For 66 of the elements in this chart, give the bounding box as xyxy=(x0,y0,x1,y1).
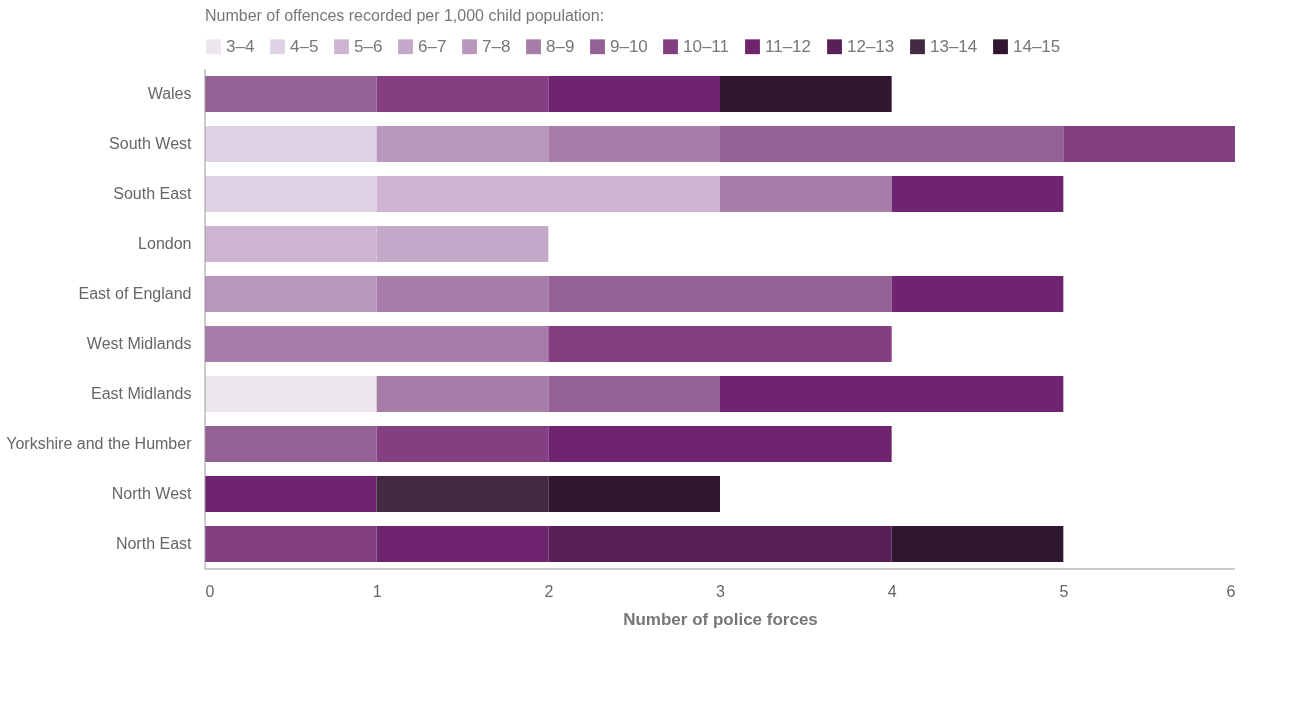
legend-label: 6–7 xyxy=(418,36,447,56)
bar xyxy=(720,126,1064,162)
y-tick-label: West Midlands xyxy=(86,335,192,352)
bar xyxy=(205,426,377,462)
legend-label: 11–12 xyxy=(765,36,812,56)
legend-label: 12–13 xyxy=(847,36,895,56)
legend-label: 5–6 xyxy=(354,36,383,56)
bar xyxy=(376,376,549,412)
bar xyxy=(376,526,549,562)
bar xyxy=(548,276,892,312)
bar xyxy=(548,126,720,162)
legend-label: 8–9 xyxy=(546,36,575,56)
bar xyxy=(205,176,377,212)
x-tick-label: 5 xyxy=(1059,582,1069,600)
x-tick-label: 4 xyxy=(887,582,897,600)
y-tick-label: North West xyxy=(111,485,193,502)
bar xyxy=(720,376,1064,412)
bar xyxy=(548,376,720,412)
legend-label: 9–10 xyxy=(610,36,648,56)
y-tick-label: Wales xyxy=(147,85,192,102)
x-tick-label: 3 xyxy=(716,582,726,600)
legend-label: 10–11 xyxy=(683,36,730,56)
y-tick-label: London xyxy=(138,235,192,252)
x-tick-label: 1 xyxy=(372,582,382,600)
bar xyxy=(548,76,720,112)
bar xyxy=(205,476,377,512)
bar xyxy=(205,326,549,362)
y-tick-label: South West xyxy=(109,135,193,152)
x-tick-label: 0 xyxy=(205,582,215,600)
bar xyxy=(720,76,892,112)
bar xyxy=(205,126,377,162)
legend-label: 4–5 xyxy=(290,36,319,56)
y-tick-label: South East xyxy=(113,185,193,202)
bar xyxy=(376,476,549,512)
legend-title: Number of offences recorded per 1,000 child population: xyxy=(205,7,605,24)
y-tick-label: East Midlands xyxy=(91,385,192,402)
y-tick-label: Yorkshire and the Humber xyxy=(6,435,193,452)
bar xyxy=(205,526,377,562)
x-axis-title: Number of police forces xyxy=(623,609,818,629)
bar xyxy=(205,226,377,262)
x-tick-label: 2 xyxy=(544,582,554,600)
bar xyxy=(376,276,549,312)
legend-label: 14–15 xyxy=(1013,36,1061,56)
bar xyxy=(376,226,549,262)
bar xyxy=(376,126,549,162)
bar xyxy=(891,526,1064,562)
bar xyxy=(205,276,377,312)
legend-label: 3–4 xyxy=(226,36,255,56)
bar xyxy=(891,176,1064,212)
bar xyxy=(720,176,892,212)
bar xyxy=(548,526,892,562)
bar xyxy=(548,476,720,512)
bar xyxy=(376,426,549,462)
legend-label: 7–8 xyxy=(482,36,511,56)
bar xyxy=(205,76,377,112)
bar xyxy=(205,376,377,412)
bar xyxy=(891,276,1064,312)
y-tick-label: East of England xyxy=(78,285,192,302)
bar xyxy=(376,76,549,112)
bar xyxy=(548,326,892,362)
bar xyxy=(1063,126,1235,162)
y-tick-label: North East xyxy=(115,535,193,552)
bar xyxy=(376,176,720,212)
bar xyxy=(548,426,892,462)
legend-label: 13–14 xyxy=(930,36,978,56)
x-tick-label: 6 xyxy=(1226,582,1236,600)
